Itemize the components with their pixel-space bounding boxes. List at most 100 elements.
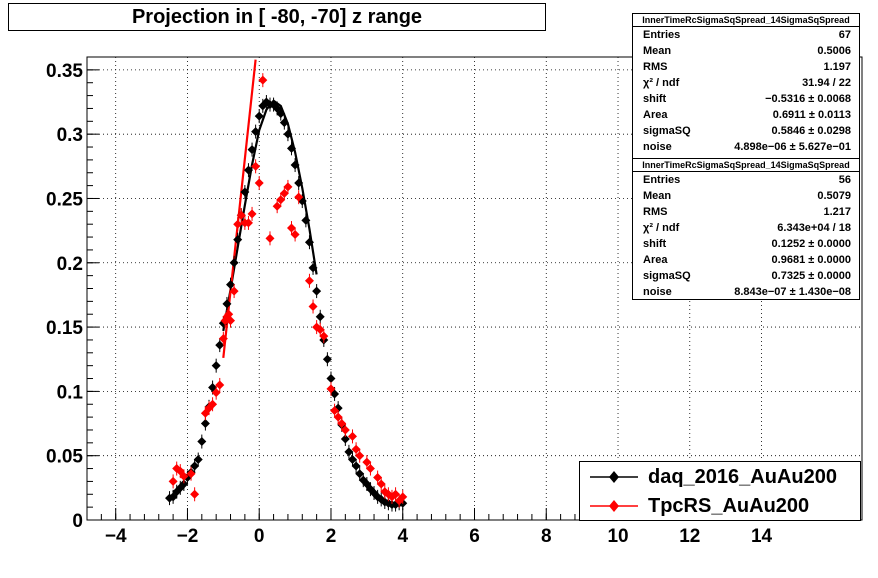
data-point: [272, 201, 282, 211]
data-point: [229, 258, 239, 268]
data-point: [215, 340, 225, 350]
stats-value: 67: [838, 29, 851, 41]
legend-marker-daq: [590, 471, 638, 483]
stats-row: RMS 1.217: [633, 204, 859, 220]
data-point: [251, 127, 261, 137]
x-tick-label: 10: [607, 526, 628, 547]
stats-row: Area 0.6911 ± 0.0113: [633, 107, 859, 123]
y-tick-label: 0.35: [46, 61, 83, 82]
data-point: [265, 233, 275, 243]
data-point: [290, 229, 300, 239]
data-point: [337, 419, 347, 429]
stats-row: sigmaSQ 0.7325 ± 0.0000: [633, 268, 859, 284]
data-point: [229, 286, 239, 296]
stats-row: Mean 0.5079: [633, 188, 859, 204]
data-point: [233, 219, 243, 229]
stats-value: 4.898e−06 ± 5.627e−01: [734, 141, 851, 153]
stats-row: noise 4.898e−06 ± 5.627e−01: [633, 139, 859, 155]
stats-row: sigmaSQ 0.5846 ± 0.0298: [633, 123, 859, 139]
stats-row: χ² / ndf 6.343e+04 / 18: [633, 220, 859, 236]
data-point: [326, 374, 336, 384]
data-point: [215, 380, 225, 390]
stats-label: sigmaSQ: [643, 125, 691, 137]
data-point: [398, 492, 408, 502]
stats-value: −0.5316 ± 0.0068: [765, 93, 851, 105]
data-point: [283, 182, 293, 192]
stats-row: shift −0.5316 ± 0.0068: [633, 91, 859, 107]
stats-row: noise 8.843e−07 ± 1.430e−08: [633, 284, 859, 300]
stats-label: RMS: [643, 61, 668, 73]
data-point: [190, 489, 200, 499]
data-point: [236, 210, 246, 220]
data-point: [355, 451, 365, 461]
data-point: [279, 188, 289, 198]
data-point: [315, 312, 325, 322]
stats-label: noise: [643, 286, 672, 298]
stats-label: Area: [643, 254, 668, 266]
data-point: [226, 280, 236, 290]
data-point: [315, 325, 325, 335]
data-point: [319, 331, 329, 341]
stats-row: χ² / ndf 31.94 / 22: [633, 75, 859, 91]
y-tick-label: 0.05: [46, 447, 83, 468]
data-point: [308, 302, 318, 312]
data-point: [258, 75, 268, 85]
data-point: [330, 406, 340, 416]
x-tick-label: −4: [105, 526, 127, 547]
data-point: [283, 129, 293, 139]
x-tick-label: 12: [679, 526, 700, 547]
data-point: [351, 444, 361, 454]
data-point: [279, 118, 289, 128]
x-tick-label: −2: [177, 526, 199, 547]
legend-item-daq: daq_2016_AuAu200: [580, 463, 860, 491]
legend-marker-tpcrs: [590, 500, 638, 512]
y-tick-label: 0.25: [46, 189, 83, 210]
data-point: [308, 263, 318, 273]
data-point: [373, 473, 383, 483]
data-point: [365, 464, 375, 474]
stats-value: 8.843e−07 ± 1.430e−08: [734, 286, 851, 298]
data-point: [294, 178, 304, 188]
stats-label: shift: [643, 238, 667, 250]
x-tick-label: 0: [254, 526, 265, 547]
data-point: [333, 412, 343, 422]
data-point: [351, 461, 361, 471]
stats-header: InnerTimeRcSigmaSqSpread_14SigmaSqSpread: [633, 14, 859, 27]
y-tick-label: 0.2: [57, 254, 83, 275]
legend: daq_2016_AuAu200 TpcRS_AuAu200: [579, 461, 861, 521]
data-point: [179, 479, 189, 489]
data-point: [254, 111, 264, 121]
data-point: [243, 165, 253, 175]
stats-row: Entries 67: [633, 27, 859, 43]
stats-row: RMS 1.197: [633, 59, 859, 75]
data-point: [376, 479, 386, 489]
stats-value: 6.343e+04 / 18: [777, 222, 851, 234]
data-point: [200, 419, 210, 429]
data-point: [326, 384, 336, 394]
data-point: [197, 437, 207, 447]
legend-item-tpcrs: TpcRS_AuAu200: [580, 492, 860, 520]
x-tick-label: 2: [326, 526, 337, 547]
chart-title: Projection in [ -80, -70] z range: [8, 3, 546, 31]
stats-value: 0.6911 ± 0.0113: [772, 109, 851, 121]
data-point: [240, 187, 250, 197]
stats-value: 0.7325 ± 0.0000: [771, 270, 851, 282]
legend-label-daq: daq_2016_AuAu200: [648, 466, 837, 488]
x-tick-label: 14: [751, 526, 773, 547]
data-point: [276, 195, 286, 205]
data-point: [348, 455, 358, 465]
data-point: [222, 299, 232, 309]
x-tick-label: 6: [469, 526, 480, 547]
stats-label: shift: [643, 93, 667, 105]
data-point: [344, 447, 354, 457]
stats-value: 1.197: [823, 61, 851, 73]
stats-row: Entries 56: [633, 172, 859, 188]
data-point: [287, 143, 297, 153]
stats-value: 1.217: [823, 206, 851, 218]
y-tick-label: 0.1: [57, 382, 84, 403]
data-point: [186, 469, 196, 479]
y-tick-label: 0.15: [46, 318, 83, 339]
stats-row: Mean 0.5006: [633, 43, 859, 59]
y-tick-label: 0.3: [57, 125, 83, 146]
data-point: [287, 223, 297, 233]
